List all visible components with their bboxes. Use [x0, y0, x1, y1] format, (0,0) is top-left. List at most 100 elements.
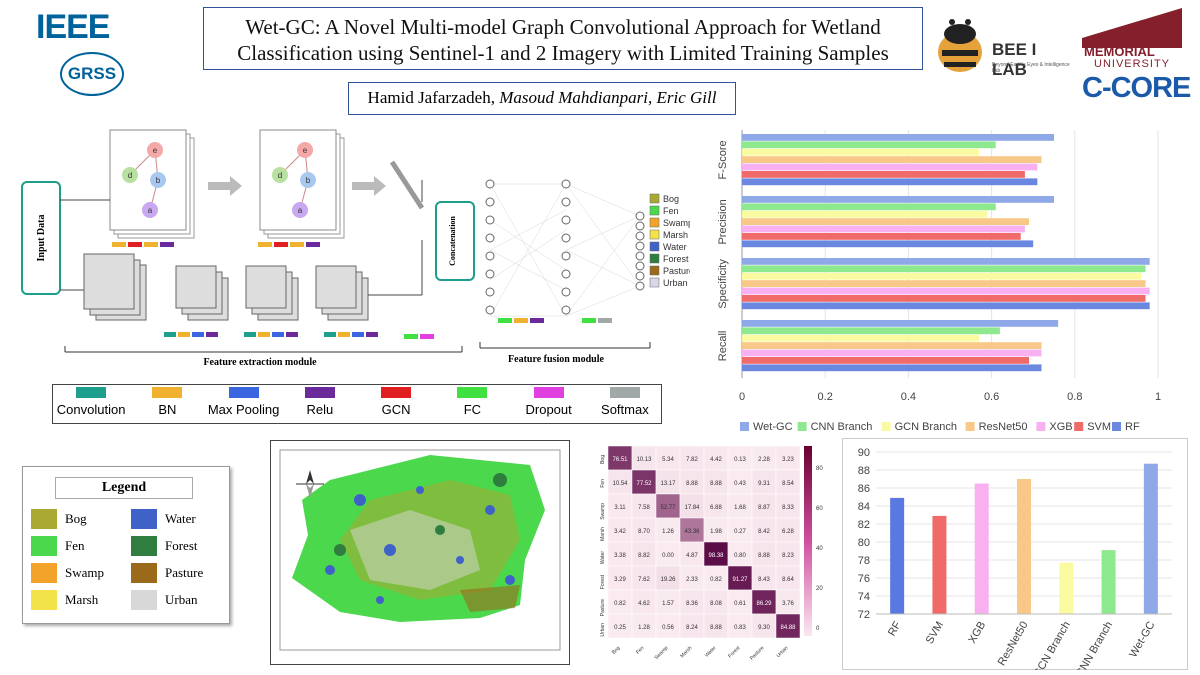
metric-bar [742, 171, 1025, 178]
y-tick-label: 78 [858, 555, 870, 567]
y-tick-label: 72 [858, 609, 870, 621]
cm-cell [751, 589, 777, 615]
graph-card-1 [109, 129, 195, 239]
graph-card-2 [259, 129, 345, 239]
grss-logo: GRSS [60, 52, 124, 96]
model-label: SVM [924, 620, 946, 647]
layer-legend-item: GCN [358, 385, 434, 417]
layer-legend-item: Max Pooling [206, 385, 282, 417]
node-label-e: e [153, 146, 158, 155]
arrow-icon [352, 176, 386, 196]
cm-value: 8.43 [758, 577, 770, 583]
map-legend-label: Water [165, 511, 196, 526]
cm-value: 3.42 [614, 529, 626, 535]
metric-bar [742, 357, 1030, 364]
cm-cell [631, 589, 657, 615]
cm-cell [775, 589, 801, 615]
metric-bar [742, 327, 1000, 335]
concatenation-label: Concatenation [448, 216, 457, 266]
cm-value: 1.98 [710, 529, 722, 535]
cm-value: 8.36 [686, 601, 698, 607]
legend-label: RF [1125, 421, 1140, 433]
cm-row-label: Urban [600, 623, 606, 637]
cm-value: 4.42 [710, 457, 722, 463]
map-legend: Legend Bog Water Fen Forest Swamp Pasture Mars… [22, 466, 230, 624]
cm-col-label: Bog [611, 645, 622, 656]
cm-cell [751, 541, 777, 567]
x-tick-label: 0.8 [1067, 391, 1082, 403]
cm-value: 1.57 [662, 601, 674, 607]
cm-value: 13.17 [660, 481, 676, 487]
cm-value: 9.30 [758, 625, 770, 631]
cm-cell [631, 613, 657, 639]
class-swatch [649, 265, 660, 276]
accuracy-bar-chart: 90 88 86 84 82 80 78 76 74 72 RF SVM XGB ResNet50 GCN … [858, 447, 1172, 670]
class-swatch [649, 205, 660, 216]
layer-legend-item: BN [129, 385, 205, 417]
cm-value: 8.82 [638, 553, 650, 559]
y-tick-label: 82 [858, 519, 870, 531]
cm-col-label: Forest [727, 645, 742, 660]
layer-label: BN [158, 402, 177, 417]
layer-swatch [228, 387, 259, 398]
cm-cell [607, 493, 633, 519]
cm-value: 8.87 [758, 505, 770, 511]
cm-value: 3.29 [614, 577, 626, 583]
cm-value: 8.23 [782, 553, 794, 559]
metric-bar [742, 141, 996, 149]
model-label: RF [886, 619, 904, 638]
cm-value: 0.43 [734, 481, 746, 487]
cm-cell [775, 493, 801, 519]
layer-label: Relu [306, 402, 334, 417]
y-tick-label: 86 [858, 483, 870, 495]
cm-value: 8.88 [686, 481, 698, 487]
class-legend: Bog Fen Swamp Marsh Water Forest Pasture Urban [649, 193, 690, 288]
svg-text:d: d [278, 171, 282, 180]
map-legend-label: Pasture [165, 565, 204, 580]
cm-value: 0.56 [662, 625, 674, 631]
metric-bar [742, 210, 988, 218]
cm-cell [655, 493, 681, 519]
metric-bar [742, 156, 1042, 163]
cm-value: 84.88 [780, 625, 796, 631]
cm-col-label: Fen [635, 645, 645, 655]
layer-swatch [381, 387, 412, 398]
cm-value: 2.33 [686, 577, 698, 583]
cm-cell [631, 469, 657, 495]
cm-cell [607, 469, 633, 495]
layer-legend: Convolution BN Max Pooling Relu GCN FC Dropout… [52, 384, 662, 424]
legend-swatch [1112, 422, 1121, 431]
cm-value: 0.25 [614, 625, 626, 631]
layer-label: Convolution [56, 402, 126, 417]
cm-cell [679, 565, 705, 591]
feature-extraction-label: Feature extraction module [203, 357, 317, 368]
cm-value: 98.38 [708, 553, 724, 559]
map-legend-label: Forest [165, 538, 198, 553]
accuracy-chart-frame [842, 438, 1188, 670]
metric-bar [742, 342, 1042, 349]
cm-cell [703, 469, 729, 495]
cm-col-label: Water [704, 645, 718, 659]
class-swatch [649, 193, 660, 204]
cm-value: 7.58 [638, 505, 650, 511]
cm-value: 8.88 [710, 625, 722, 631]
co-authors: Masoud Mahdianpari, Eric Gill [499, 88, 717, 107]
metric-bar [742, 196, 1054, 203]
cm-value: 0.00 [662, 553, 674, 559]
class-swatch [649, 217, 660, 228]
cm-cell [655, 589, 681, 615]
concatenation-box [435, 201, 475, 281]
map-legend-swatch [131, 563, 157, 583]
accuracy-bar [890, 497, 905, 614]
cm-value: 4.62 [638, 601, 650, 607]
metric-bar [742, 349, 1042, 357]
metric-bar [742, 240, 1034, 248]
cm-row-label: Fen [600, 479, 606, 488]
cm-cell [703, 565, 729, 591]
cm-value: 9.31 [758, 481, 770, 487]
colorbar-tick: 40 [816, 546, 823, 552]
legend-label: GCN Branch [895, 421, 957, 433]
map-legend-swatch [31, 590, 57, 610]
cm-value: 8.54 [782, 481, 794, 487]
cm-cell [679, 469, 705, 495]
